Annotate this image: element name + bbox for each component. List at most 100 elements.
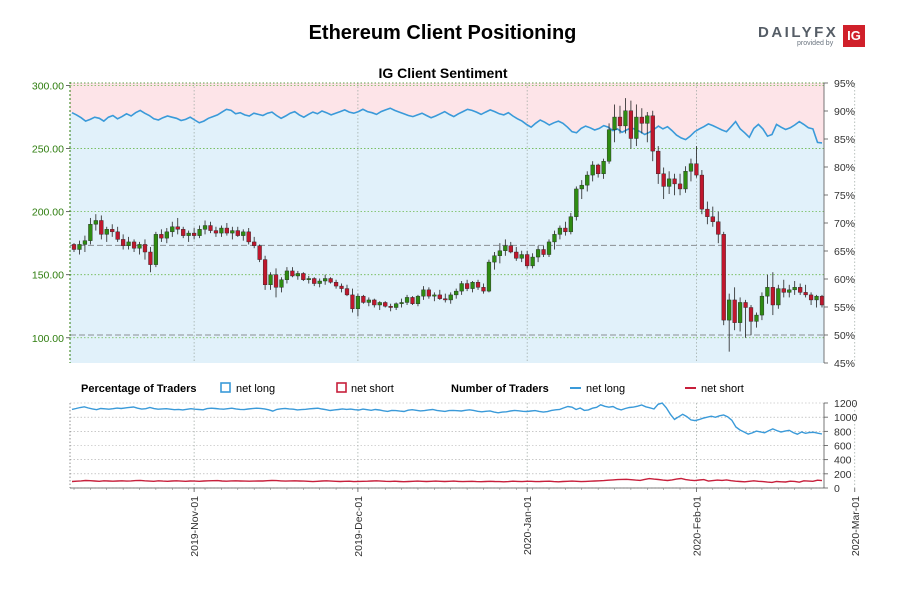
net-long-percent-line: [71, 107, 823, 144]
candle-body: [142, 244, 148, 253]
page-title: Ethereum Client Positioning: [308, 22, 577, 44]
candle-body: [279, 279, 284, 288]
count-tick-label: 1000: [834, 412, 858, 424]
candle-body: [99, 220, 104, 235]
candle-body: [656, 150, 661, 175]
candle-body: [661, 173, 666, 187]
candle-body: [694, 163, 699, 176]
brand-wordmark: DAILYFX: [758, 24, 839, 41]
candle-body: [792, 287, 797, 291]
count-axis: 1200 1000 800 600 400 200 0: [69, 398, 858, 495]
candle-body: [312, 278, 317, 284]
candle-body: [803, 292, 808, 296]
brand-provided-by: provided by: [797, 40, 834, 47]
date-axis: 2019-Nov-01 2019-Dec-01 2020-Jan-01 2020-Fe…: [73, 488, 862, 557]
legend-label-num-net-short: net short: [701, 383, 744, 395]
candle-body: [333, 282, 339, 287]
candle-body: [721, 234, 726, 321]
candle-body: [541, 249, 546, 255]
candle-body: [213, 230, 219, 234]
net-long-percent-path: [71, 107, 823, 144]
candle-body: [432, 294, 437, 297]
percent-tick-label: 45%: [834, 358, 855, 370]
trader-count-lines: [71, 402, 823, 484]
count-tick-label: 200: [834, 469, 852, 481]
percent-tick-label: 70%: [834, 218, 855, 230]
candle-body: [121, 239, 126, 246]
candle-body: [126, 241, 131, 246]
candle-body: [475, 282, 481, 288]
candle-body: [459, 283, 464, 292]
candle-body: [819, 295, 825, 306]
date-tick-label: 2019-Nov-01: [189, 496, 201, 557]
candle-body: [115, 231, 120, 240]
legend-heading-number: Number of Traders: [451, 383, 549, 395]
candle-body: [131, 241, 137, 249]
chart-subtitle: IG Client Sentiment: [378, 65, 507, 81]
candle-body: [628, 110, 634, 139]
candle-body: [776, 288, 781, 306]
candle-body: [153, 234, 159, 265]
legend-label-num-net-long: net long: [586, 383, 625, 395]
candle-body: [394, 303, 399, 308]
candle-body: [672, 178, 677, 185]
candle-body: [148, 251, 153, 265]
candle-body: [677, 183, 683, 190]
candle-body: [273, 274, 279, 288]
candle-body: [399, 302, 404, 304]
candle-body: [71, 244, 77, 250]
candle-body: [754, 314, 759, 322]
candle-body: [268, 274, 273, 286]
brand-logo[interactable]: DAILYFX provided by IG: [757, 24, 869, 50]
candle-body: [464, 283, 470, 289]
candle-body: [667, 178, 672, 187]
candle-body: [284, 270, 290, 280]
candle-body: [426, 289, 432, 297]
candle-body: [344, 288, 350, 296]
candle-body: [301, 273, 306, 280]
candle-body: [623, 110, 628, 127]
candle-body: [519, 254, 524, 259]
candle-body: [650, 115, 655, 152]
candle-body: [808, 294, 814, 301]
candle-body: [388, 306, 393, 308]
candle-body: [514, 251, 519, 259]
candle-body: [208, 225, 213, 231]
candle-body: [743, 302, 748, 308]
candle-body: [454, 290, 459, 296]
series-line-net-short: [71, 477, 823, 484]
candle-body: [377, 302, 382, 306]
candle-body: [219, 227, 224, 234]
candle-body: [705, 208, 710, 217]
trader-count-panel: 1200 1000 800 600 400 200 0 2019-Nov-01 2019-De…: [69, 398, 862, 557]
price-tick-label: 300.00: [32, 81, 64, 93]
date-tick-label: 2020-Jan-01: [522, 496, 534, 555]
candle-body: [82, 240, 88, 245]
candle-body: [93, 220, 98, 225]
candle-body: [366, 299, 371, 303]
candle-body: [137, 244, 142, 249]
candle-body: [645, 115, 650, 124]
percent-tick-label: 85%: [834, 134, 855, 146]
percent-tick-label: 75%: [834, 190, 855, 202]
candle-body: [557, 227, 563, 235]
candle-body: [546, 241, 552, 255]
candle-body: [290, 270, 295, 277]
candle-body: [246, 231, 251, 243]
candle-body: [361, 295, 366, 303]
ig-logo: IG: [843, 25, 865, 47]
candle-body: [323, 278, 328, 282]
percent-tick-label: 65%: [834, 246, 855, 258]
date-tick-label: 2020-Feb-01: [691, 496, 703, 556]
candle-body: [552, 234, 557, 243]
candle-body: [535, 249, 541, 258]
percent-tick-label: 55%: [834, 302, 855, 314]
candle-body: [606, 129, 612, 162]
candle-body: [781, 288, 786, 293]
count-tick-label: 400: [834, 455, 852, 467]
sentiment-panel: 300.00 250.00 200.00 150.00 100.00 95% 90% 85%…: [32, 65, 856, 370]
candle-body: [579, 184, 584, 190]
candle-body: [688, 163, 694, 172]
candle-body: [421, 289, 426, 297]
candle-body: [443, 298, 448, 301]
